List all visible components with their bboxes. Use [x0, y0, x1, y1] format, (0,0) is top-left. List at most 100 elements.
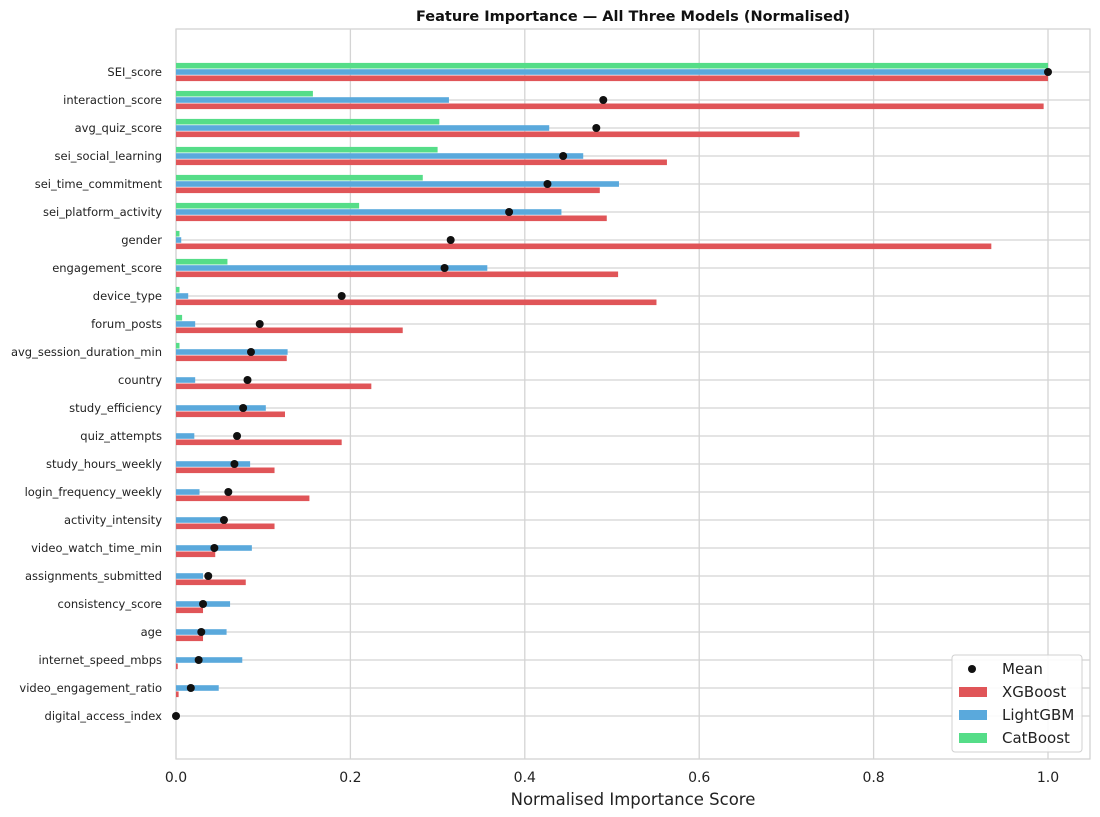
bar-xgboost — [176, 327, 403, 334]
x-tick-label: 1.0 — [1037, 770, 1059, 786]
bar-xgboost — [176, 75, 1048, 82]
bar-xgboost — [176, 663, 178, 670]
y-tick-label: assignments_submitted — [25, 569, 162, 583]
y-tick-label: gender — [121, 233, 162, 247]
bar-catboost — [176, 258, 228, 265]
mean-marker — [543, 180, 552, 188]
bar-lightgbm — [176, 69, 1048, 75]
bar-xgboost — [176, 495, 310, 502]
mean-marker — [172, 712, 180, 720]
bar-lightgbm — [176, 405, 266, 411]
y-tick-label: sei_platform_activity — [43, 205, 162, 219]
bar-xgboost — [176, 467, 275, 474]
legend-swatch-xgboost — [959, 687, 987, 697]
bar-catboost — [176, 174, 423, 181]
legend-label: CatBoost — [1002, 729, 1070, 747]
bar-xgboost — [176, 579, 246, 586]
bar-xgboost — [176, 523, 275, 530]
mean-marker — [230, 460, 239, 468]
bar-lightgbm — [176, 153, 584, 159]
x-tick-label: 0.6 — [688, 770, 710, 786]
bar-xgboost — [176, 159, 667, 166]
bar-xgboost — [176, 691, 179, 698]
bar-xgboost — [176, 355, 287, 362]
legend-swatch-catboost — [959, 733, 987, 743]
legend-label: Mean — [1002, 660, 1043, 678]
mean-marker — [194, 656, 203, 664]
bar-lightgbm — [176, 237, 182, 243]
bar-lightgbm — [176, 209, 562, 215]
bar-xgboost — [176, 411, 285, 418]
bar-lightgbm — [176, 517, 223, 523]
mean-marker — [197, 628, 206, 636]
bar-xgboost — [176, 131, 800, 138]
y-tick-label: sei_social_learning — [55, 149, 162, 163]
bar-lightgbm — [176, 489, 200, 495]
bar-xgboost — [176, 103, 1044, 110]
bar-lightgbm — [176, 349, 288, 355]
bar-catboost — [176, 342, 180, 349]
bar-lightgbm — [176, 181, 619, 187]
bar-catboost — [176, 202, 360, 209]
legend-label: XGBoost — [1002, 683, 1066, 701]
mean-marker — [1044, 68, 1052, 76]
bar-catboost — [176, 314, 183, 321]
mean-marker — [199, 600, 208, 608]
mean-marker — [246, 348, 255, 356]
bar-catboost — [176, 286, 180, 293]
bar-catboost — [176, 118, 440, 125]
legend: Mean XGBoost LightGBM CatBoost — [951, 654, 1083, 753]
mean-marker — [599, 96, 608, 104]
y-tick-label: avg_quiz_score — [75, 121, 162, 135]
y-tick-label: country — [118, 373, 162, 387]
x-tick-label: 0.8 — [862, 770, 884, 786]
mean-marker — [505, 208, 514, 216]
legend-swatch-mean — [968, 665, 976, 673]
y-tick-label: quiz_attempts — [80, 429, 162, 443]
y-tick-label: video_watch_time_min — [31, 541, 162, 555]
legend-swatch-lightgbm — [959, 710, 987, 720]
mean-marker — [239, 404, 248, 412]
y-tick-label: forum_posts — [91, 317, 162, 331]
bar-lightgbm — [176, 97, 449, 103]
bar-catboost — [176, 146, 438, 153]
bar-lightgbm — [176, 377, 196, 383]
bar-lightgbm — [176, 433, 195, 439]
bar-lightgbm — [176, 293, 189, 299]
y-tick-label: consistency_score — [58, 597, 162, 611]
bar-lightgbm — [176, 657, 243, 663]
bar-xgboost — [176, 243, 992, 250]
bar-xgboost — [176, 551, 216, 558]
y-tick-label: avg_session_duration_min — [11, 345, 162, 359]
bar-xgboost — [176, 607, 204, 614]
y-tick-label: login_frequency_weekly — [25, 485, 163, 499]
y-tick-label: internet_speed_mbps — [38, 653, 162, 667]
mean-marker — [186, 684, 195, 692]
bar-catboost — [176, 62, 1048, 69]
mean-marker — [243, 376, 252, 384]
bar-lightgbm — [176, 685, 219, 691]
bar-xgboost — [176, 271, 619, 278]
mean-marker — [592, 124, 601, 132]
bar-catboost — [176, 230, 180, 237]
x-tick-label: 0.0 — [165, 770, 187, 786]
bar-lightgbm — [176, 321, 196, 327]
bar-xgboost — [176, 383, 372, 390]
bar-lightgbm — [176, 265, 488, 271]
y-tick-label: sei_time_commitment — [35, 177, 163, 191]
bar-xgboost — [176, 635, 204, 642]
mean-marker — [559, 152, 568, 160]
mean-marker — [446, 236, 455, 244]
legend-box — [951, 654, 1083, 753]
legend-label: LightGBM — [1002, 706, 1074, 724]
y-tick-label: interaction_score — [63, 93, 162, 107]
bar-lightgbm — [176, 461, 251, 467]
y-tick-label: video_engagement_ratio — [19, 681, 162, 695]
mean-marker — [255, 320, 264, 328]
y-tick-label: study_efficiency — [69, 401, 162, 415]
y-tick-label: SEI_score — [107, 65, 162, 79]
mean-marker — [440, 264, 449, 272]
mean-marker — [219, 516, 228, 524]
bar-xgboost — [176, 299, 657, 306]
